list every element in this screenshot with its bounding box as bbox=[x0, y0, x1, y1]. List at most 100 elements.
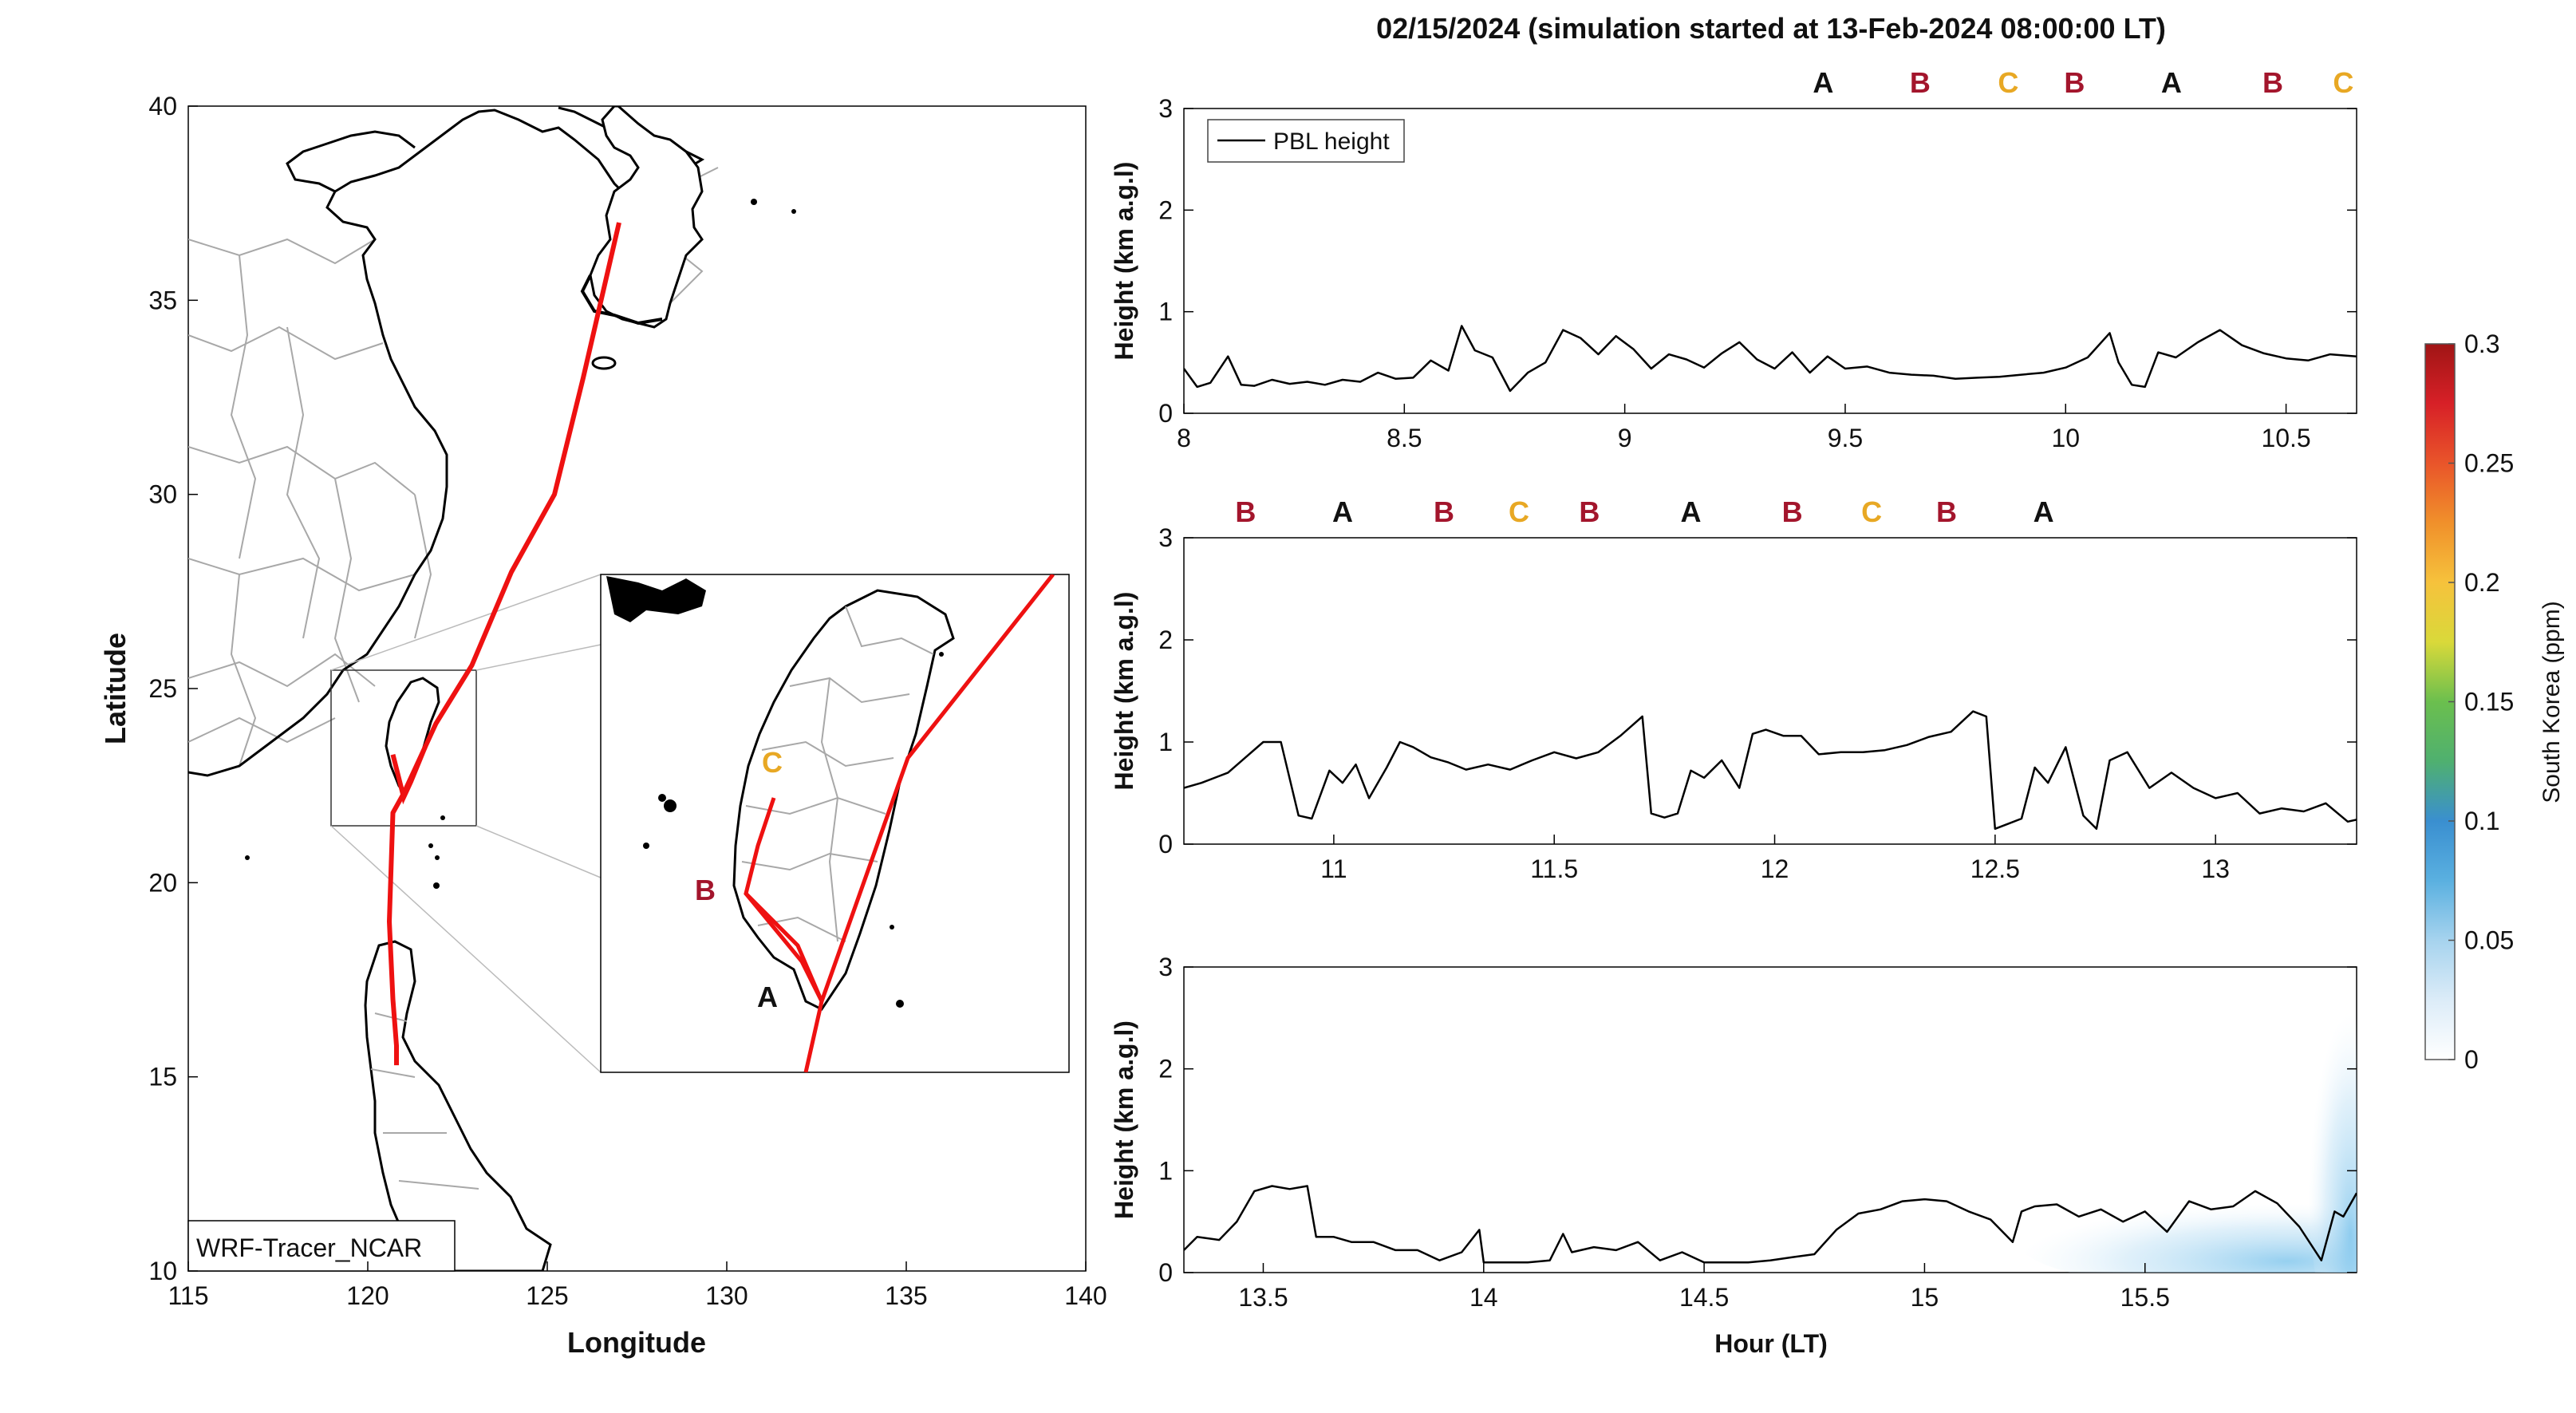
colorbar-tick-label: 0.3 bbox=[2464, 330, 2499, 358]
segment-label-B: B bbox=[1936, 495, 1957, 528]
pbl-axes-frame bbox=[1183, 537, 2357, 845]
colorbar-tick-label: 0.15 bbox=[2464, 688, 2514, 716]
pbl-ytick-label: 3 bbox=[1158, 953, 1173, 981]
segment-label-B: B bbox=[2064, 66, 2085, 99]
model-label: WRF-Tracer_NCAR bbox=[196, 1233, 422, 1262]
segment-label-B: B bbox=[1782, 495, 1803, 528]
pbl-ylabel: Height (km a.g.l) bbox=[1110, 1020, 1138, 1219]
pbl-ylabel: Height (km a.g.l) bbox=[1110, 162, 1138, 361]
pbl-xtick-label: 8.5 bbox=[1387, 424, 1422, 452]
map-ytick-label: 20 bbox=[148, 868, 177, 897]
segment-label-B: B bbox=[1235, 495, 1256, 528]
inset-trajectory-outer bbox=[803, 574, 1055, 1072]
pbl-ytick-label: 1 bbox=[1158, 298, 1173, 326]
colorbar-tick-label: 0.25 bbox=[2464, 449, 2514, 478]
pbl-ytick-label: 0 bbox=[1158, 1258, 1173, 1287]
map-ytick-label: 15 bbox=[148, 1063, 177, 1091]
pbl-legend: PBL height bbox=[1207, 119, 1405, 163]
pbl-ytick-label: 2 bbox=[1158, 195, 1173, 224]
pbl-xtick-label: 11 bbox=[1320, 855, 1347, 883]
map-axes: 115 120 125 130 135 140 10 15 20 25 30 35 40 bbox=[148, 92, 1107, 1310]
pbl-height-line bbox=[1184, 325, 2357, 393]
trajectory-branch bbox=[390, 745, 428, 805]
pbl-xtick-label: 13 bbox=[2201, 855, 2230, 883]
pbl-ytick-label: 3 bbox=[1158, 94, 1173, 123]
tracer-plume-base bbox=[2018, 1194, 2357, 1273]
map-ytick-label: 10 bbox=[148, 1257, 177, 1285]
pbl-ytick-label: 3 bbox=[1158, 523, 1173, 552]
segment-label-B: B bbox=[1434, 495, 1454, 528]
pbl-xtick-label: 10 bbox=[2051, 424, 2080, 452]
colorbar-tick-label: 0 bbox=[2464, 1045, 2479, 1074]
pbl-xtick-label: 12.5 bbox=[1970, 855, 2020, 883]
inset-trajectory-loop bbox=[744, 892, 824, 1003]
taiwan-inset: C B A bbox=[600, 574, 1070, 1073]
pbl-xtick-label: 15.5 bbox=[2120, 1283, 2170, 1312]
pbl-ytick-label: 2 bbox=[1158, 626, 1173, 654]
pbl-xtick-label: 15 bbox=[1911, 1283, 1939, 1312]
pbl-xtick-label: 13.5 bbox=[1238, 1283, 1288, 1312]
map-ytick-label: 25 bbox=[148, 674, 177, 703]
pbl-height-line bbox=[1184, 710, 2357, 831]
segment-label-B: B bbox=[1579, 495, 1600, 528]
segment-label-C: C bbox=[1509, 495, 1529, 528]
pbl-xtick-label: 12 bbox=[1761, 855, 1789, 883]
model-label-box bbox=[187, 1220, 456, 1272]
map-xtick-label: 120 bbox=[346, 1281, 389, 1310]
map-xtick-label: 130 bbox=[705, 1281, 748, 1310]
pbl-xlabel: Hour (LT) bbox=[1714, 1329, 1828, 1358]
map-xtick-label: 115 bbox=[168, 1281, 208, 1310]
bohai-coast bbox=[286, 130, 416, 193]
map-panel: C B A WRF-Tracer_NCAR 115 120 125 130 135 140… bbox=[99, 92, 1107, 1359]
segment-label-A: A bbox=[2034, 495, 2054, 528]
pbl-ytick-label: 2 bbox=[1158, 1055, 1173, 1083]
pbl-ytick-label: 1 bbox=[1158, 1156, 1173, 1185]
segment-label-A: A bbox=[1681, 495, 1702, 528]
map-ytick-label: 30 bbox=[148, 480, 177, 509]
pbl-xtick-label: 9 bbox=[1618, 424, 1632, 452]
segment-label-B: B bbox=[1910, 66, 1931, 99]
small-islands bbox=[245, 199, 796, 889]
segment-label-C: C bbox=[1998, 66, 2018, 99]
inset-label-C: C bbox=[762, 746, 783, 779]
colorbar-label: South Korea (ppm) bbox=[2539, 601, 2565, 803]
map-ylabel: Latitude bbox=[99, 633, 132, 744]
pbl-xtick-label: 14.5 bbox=[1679, 1283, 1729, 1312]
colorbar-tick-label: 0.05 bbox=[2464, 926, 2514, 955]
segment-label-A: A bbox=[2161, 66, 2182, 99]
pbl-xtick-label: 8 bbox=[1177, 424, 1191, 452]
pbl-xtick-label: 10.5 bbox=[2261, 424, 2310, 452]
jeju-island bbox=[591, 356, 617, 370]
segment-label-A: A bbox=[1813, 66, 1833, 99]
segment-label-B: B bbox=[2262, 66, 2283, 99]
pbl-xtick-label: 11.5 bbox=[1530, 855, 1578, 883]
pbl-ytick-label: 1 bbox=[1158, 728, 1173, 756]
pbl-panel-3: 13.5 14 14.5 15 15.5 0 1 2 3 Height (km a.g.l) bbox=[1110, 953, 2357, 1312]
segment-label-C: C bbox=[2333, 66, 2353, 99]
inset-track-layer bbox=[744, 574, 1055, 1072]
map-ytick-label: 35 bbox=[148, 286, 177, 314]
tracer-plume-column bbox=[2307, 977, 2357, 1273]
map-track-layer bbox=[387, 222, 621, 1066]
map-xtick-label: 140 bbox=[1064, 1281, 1107, 1310]
inset-label-A: A bbox=[757, 981, 778, 1013]
pbl-xtick-label: 14 bbox=[1469, 1283, 1498, 1312]
map-xtick-label: 135 bbox=[885, 1281, 927, 1310]
segment-label-C: C bbox=[1861, 495, 1882, 528]
colorbar: 0 0.05 0.1 0.15 0.2 0.25 0.3 South Korea (ppm) bbox=[2424, 330, 2565, 1074]
colorbar-ticks: 0 0.05 0.1 0.15 0.2 0.25 0.3 bbox=[2448, 330, 2514, 1074]
tracer-plume bbox=[2018, 977, 2357, 1273]
pbl-xtick-label: 9.5 bbox=[1828, 424, 1863, 452]
map-xtick-label: 125 bbox=[526, 1281, 568, 1310]
map-ytick-label: 40 bbox=[148, 92, 177, 120]
colorbar-tick-label: 0.2 bbox=[2464, 568, 2499, 597]
pbl-ylabel: Height (km a.g.l) bbox=[1110, 592, 1138, 791]
figure-title: 02/15/2024 (simulation started at 13-Feb… bbox=[1376, 12, 2166, 45]
segment-label-A: A bbox=[1332, 495, 1353, 528]
pbl-ytick-label: 0 bbox=[1158, 830, 1173, 858]
colorbar-tick-label: 0.1 bbox=[2464, 807, 2499, 835]
inset-label-B: B bbox=[695, 874, 716, 906]
